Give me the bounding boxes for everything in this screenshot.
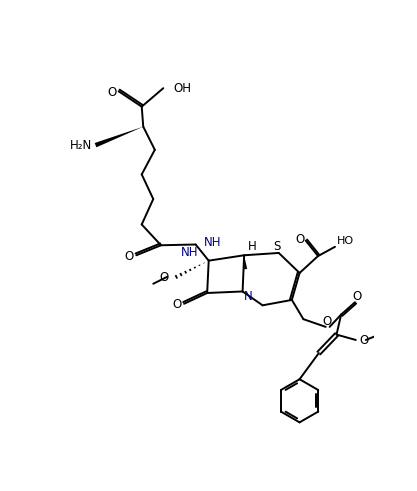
Text: O: O [108,85,117,99]
Text: O: O [352,290,361,303]
Polygon shape [95,127,143,147]
Text: O: O [295,233,304,246]
Text: H₂N: H₂N [69,139,92,152]
Text: NH: NH [204,236,221,248]
Text: N: N [244,290,253,302]
Polygon shape [244,255,247,269]
Text: O: O [125,249,134,263]
Text: OH: OH [173,82,191,95]
Text: O: O [159,271,168,284]
Text: HO: HO [337,236,354,246]
Text: H: H [248,240,257,252]
Text: O: O [322,315,331,328]
Text: S: S [274,240,281,253]
Text: O: O [359,334,369,347]
Text: NH: NH [181,246,198,259]
Text: O: O [173,298,182,311]
